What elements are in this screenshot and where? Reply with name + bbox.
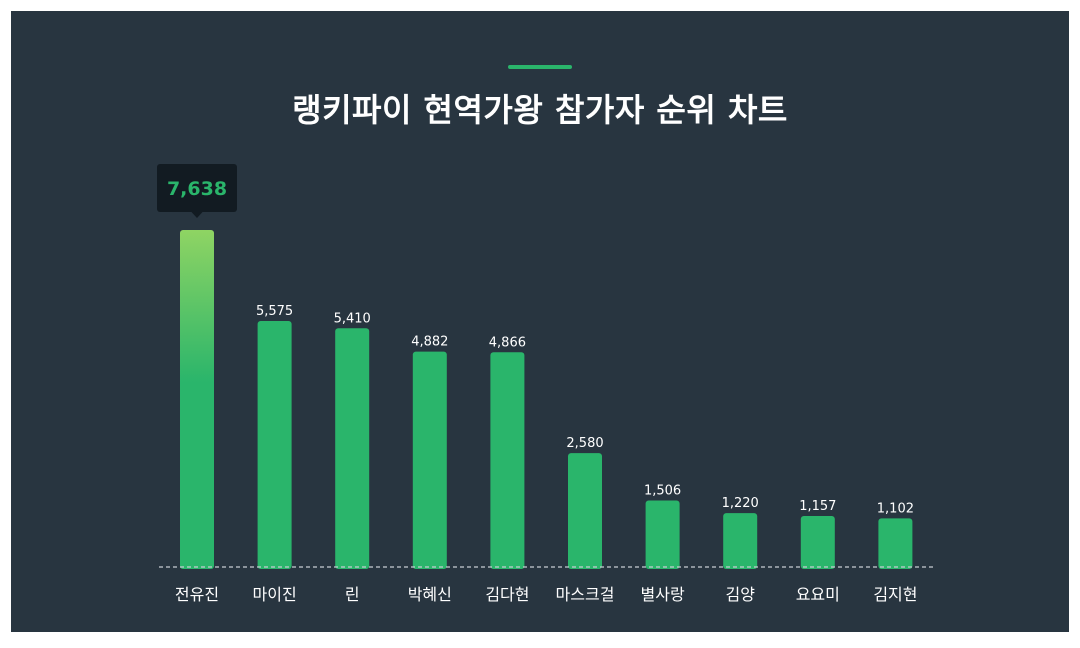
category-label-9: 김지현	[873, 585, 917, 604]
value-label-2: 5,410	[334, 311, 371, 326]
value-label-4: 4,866	[489, 335, 526, 350]
category-label-3: 박혜신	[408, 585, 452, 604]
bar-0	[180, 230, 214, 569]
value-label-1: 5,575	[256, 304, 293, 319]
bar-4	[490, 352, 525, 569]
value-label-0: 7,638	[167, 178, 227, 200]
category-label-6: 별사랑	[641, 585, 685, 604]
title-accent-bar	[508, 65, 572, 69]
bar-5	[568, 453, 602, 569]
value-label-5: 2,580	[566, 436, 603, 451]
chart-panel: 랭키파이 현역가왕 참가자 순위 차트 7,638 전유진 5,575 마이진 5,41…	[11, 11, 1069, 632]
bar-3	[412, 351, 447, 569]
category-label-4: 김다현	[485, 585, 529, 604]
category-label-5: 마스크걸	[556, 585, 615, 604]
bar-1	[257, 321, 292, 569]
highlight-tooltip: 7,638	[157, 164, 237, 218]
bar-2	[335, 328, 370, 569]
category-label-0: 전유진	[175, 585, 219, 604]
value-label-3: 4,882	[411, 335, 448, 350]
value-label-7: 1,220	[722, 496, 759, 511]
value-label-9: 1,102	[877, 501, 914, 516]
bar-chart: 7,638 전유진 5,575 마이진 5,410 린 4,882 박혜신 4,866 김다현 2,…	[157, 164, 933, 604]
value-label-8: 1,157	[799, 499, 836, 514]
category-label-2: 린	[345, 585, 360, 604]
category-label-8: 요요미	[796, 585, 840, 604]
tooltip-box	[157, 164, 237, 212]
category-label-1: 마이진	[253, 585, 297, 604]
category-label-7: 김양	[725, 585, 755, 604]
bar-8	[800, 515, 835, 569]
bar-9	[878, 518, 913, 569]
bar-7	[723, 513, 758, 569]
chart-title: 랭키파이 현역가왕 참가자 순위 차트	[292, 91, 788, 129]
bar-6	[645, 500, 680, 569]
value-label-6: 1,506	[644, 484, 681, 499]
tooltip-pointer	[191, 211, 203, 218]
